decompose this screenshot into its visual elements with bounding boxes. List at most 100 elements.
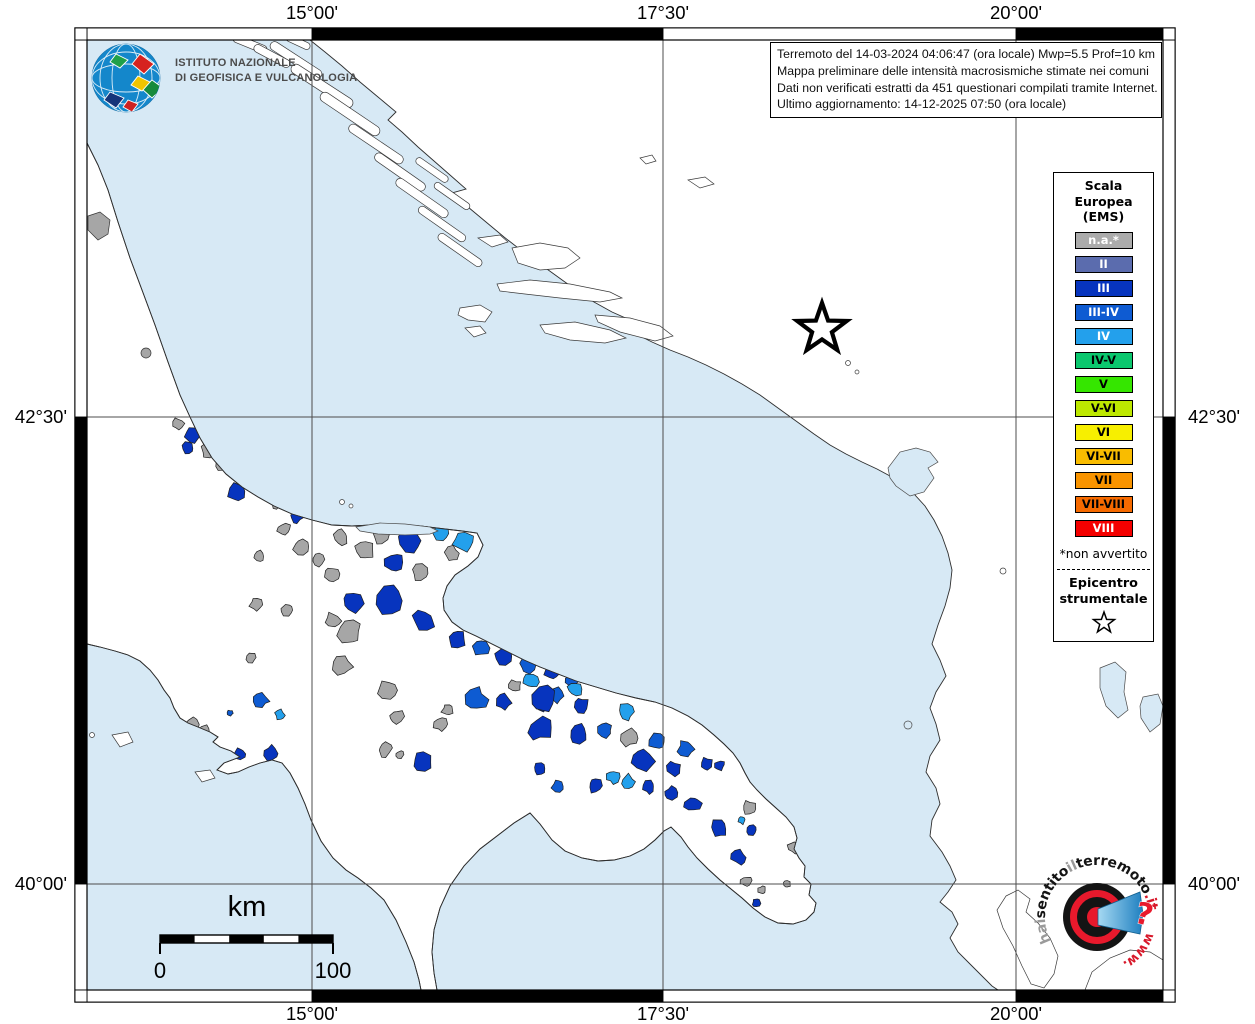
municipality-intensity-na [440,704,454,715]
logo-www-text: www. [1120,931,1157,972]
municipality-intensity-III-IV [464,686,490,709]
ingv-globe-icon [91,43,161,113]
municipality-intensity-IV [737,816,746,826]
municipality-intensity-na [280,604,293,617]
ingv-logo: ISTITUTO NAZIONALE DI GEOFISICA E VULCAN… [88,40,357,118]
map-frame [74,27,1176,1003]
info-line-event: Terremoto del 14-03-2024 04:06:47 (ora l… [777,47,1155,61]
municipality-intensity-na [324,567,341,583]
municipality-intensity-na [757,885,766,894]
legend-epicenter-label: Epicentro strumentale [1059,575,1148,608]
corfu-island [996,889,1059,989]
municipality-intensity-IV [605,771,621,785]
municipality-intensity-na [332,528,348,547]
legend-chip-VI: VI [1074,423,1133,441]
legend-title: Scala Europea (EMS) [1074,178,1133,224]
municipality-intensity-III [181,441,194,455]
municipality-intensity-III [683,797,703,811]
ingv-logo-line2: DI GEOFISICA E VULCANOLOGIA [175,72,358,84]
municipality-intensity-na [292,538,309,556]
ischia-island [111,731,134,748]
axis-label-bottom-20: 20°00' [989,1003,1043,1024]
legend-chip-VII-VIII: VII-VIII [1074,495,1133,513]
municipality-intensity-III [375,584,403,615]
municipality-intensity-na [395,750,405,759]
municipality-intensity-III [411,609,436,631]
epicenter-star-icon [791,296,853,356]
municipality-intensity-III-IV [676,740,696,758]
legend-chip-V-VI: V-VI [1074,399,1133,417]
lake-east [1139,693,1164,733]
axis-label-left-40: 40°00' [14,873,67,894]
municipality-intensity-na [332,655,355,676]
legend-star-icon [1090,609,1117,634]
municipality-intensity-na [377,680,398,700]
lesina-varano-lagoon [355,522,439,536]
municipality-intensity-na [324,611,343,628]
municipality-intensity-III-IV [226,709,234,717]
legend-chip-V: V [1074,375,1133,393]
municipality-intensity-na [172,417,186,431]
graticule [87,40,1163,990]
municipality-intensity-na [443,544,460,561]
municipality-intensity-III [570,722,587,745]
axis-label-bottom-15: 15°00' [285,1003,339,1024]
municipality-intensity-III [496,692,513,711]
axis-label-right-40: 40°00' [1188,873,1241,894]
palagruza-islands [845,360,851,366]
municipality-intensity-na [276,522,291,536]
municipality-intensity-III [383,554,404,572]
municipality-intensity-III [573,698,589,714]
legend-chip-n.a.*: n.a.* [1074,231,1133,249]
municipality-intensity-III [343,592,365,615]
municipality-intensity-III-IV [648,732,665,749]
municipality-intensity-IV [566,683,583,697]
municipality-intensity-III [752,898,762,908]
scale-bar-end: 100 [315,958,352,983]
municipality-intensity-IV [621,772,636,789]
haisentito-logo: haisentitoilterremoto.it www. ? [1033,853,1161,972]
legend-chip-VII: VII [1074,471,1133,489]
tremiti-islands [339,499,345,505]
municipality-intensity-III [413,751,432,772]
municipality-intensity-na [245,652,257,664]
scale-bar-title: km [228,891,267,923]
ingv-logo-line1: ISTITUTO NAZIONALE [175,57,296,69]
axis-label-left-42: 42°30' [14,406,67,427]
axis-label-top-17: 17°30' [636,2,690,23]
legend-chip-IV: IV [1074,327,1133,345]
municipality-intensity-III [534,762,546,776]
italy-coastline-overlay [86,142,817,991]
info-line-update: Ultimo aggiornamento: 14-12-2025 07:50 (… [777,97,1067,112]
legend-divider [1057,568,1150,570]
municipality-intensity-III [730,848,747,866]
legend-chip-II: II [1074,255,1133,273]
bay-of-kotor [887,447,939,497]
axis-label-top-20: 20°00' [989,2,1043,23]
municipality-intensity-III-IV [550,779,564,793]
small-islands [87,211,1164,991]
axis-label-right-42: 42°30' [1188,406,1241,427]
axis-label-bottom-17: 17°30' [636,1003,690,1024]
municipality-intensity-na [620,727,639,748]
capri-island [194,769,216,783]
axis-label-top-15: 15°00' [285,2,339,23]
legend-footnote: *non avvertito [1059,546,1148,561]
municipality-intensity-III [589,778,603,794]
municipality-intensity-na [412,563,429,582]
scale-bar-start: 0 [154,958,166,983]
municipality-intensity-III [714,760,725,772]
municipality-intensity-IV [451,531,474,553]
municipality-intensity-III [642,779,654,795]
municipality-intensity-na [354,541,374,559]
municipality-intensity-na [432,717,448,732]
municipality-intensity-III [448,631,466,649]
municipality-intensity-na [336,619,361,644]
scale-bar: km 0 100 [154,891,351,983]
municipality-intensity-III-IV [597,722,612,740]
legend-chip-III: III [1074,279,1133,297]
municipality-intensity-III [664,785,679,801]
legend-chip-VI-VII: VI-VII [1074,447,1133,465]
